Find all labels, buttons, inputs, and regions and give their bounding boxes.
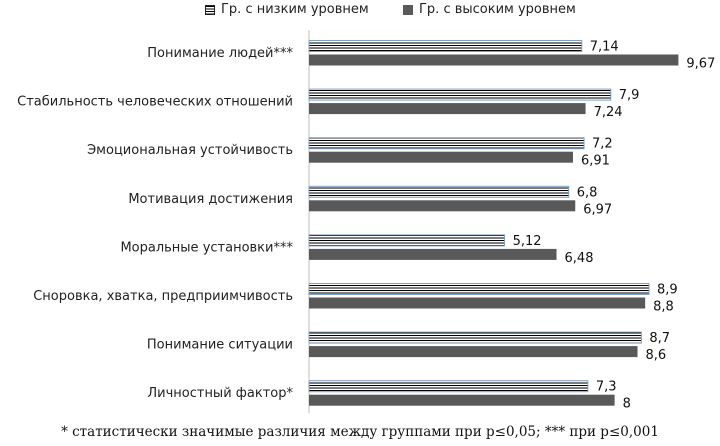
legend-item-low: Гр. с низким уровнем [205, 2, 369, 17]
data-label-low: 5,12 [513, 234, 542, 249]
bar-high [309, 297, 646, 309]
bar-low [308, 40, 583, 52]
bar-chart: Понимание людей*** 7,14 9,67 Стабильность ч… [17, 30, 715, 414]
data-label-low: 7,3 [596, 380, 617, 395]
bar-high [309, 394, 615, 406]
category-label: Эмоциональная устойчивость [87, 143, 293, 158]
legend-item-high: Гр. с высоким уровнем [403, 2, 576, 17]
data-label-low: 6,8 [577, 185, 598, 200]
data-label-low: 8,7 [649, 331, 670, 346]
data-label-high: 9,67 [686, 57, 715, 72]
bar-low [308, 88, 612, 101]
bar-low [308, 137, 585, 150]
legend-swatch-low [205, 4, 215, 15]
category-label: Личностный фактор* [147, 386, 293, 401]
data-label-low: 7,2 [592, 137, 613, 152]
category-label: Понимание людей*** [147, 46, 293, 61]
bar-low [308, 331, 642, 344]
data-label-low: 8,9 [657, 283, 678, 298]
bar-low [308, 283, 650, 295]
bar-low [308, 234, 506, 247]
data-label-low: 7,9 [619, 88, 640, 103]
category-label: Понимание ситуации [147, 338, 293, 353]
legend-swatch-high [403, 4, 413, 15]
bar-high [309, 248, 557, 260]
bar-low [308, 380, 589, 393]
data-label-high: 6,97 [583, 202, 612, 217]
data-label-high: 6,48 [565, 251, 594, 266]
bar-high [309, 54, 679, 66]
data-label-high: 8,6 [646, 348, 667, 363]
data-label-high: 7,24 [594, 105, 623, 120]
data-label-high: 8,8 [653, 300, 674, 315]
chart-legend: Гр. с низким уровнем Гр. с высоким уровн… [0, 2, 720, 22]
legend-label-high: Гр. с высоким уровнем [419, 2, 576, 17]
chart-footnote: * статистически значимые различия между … [61, 424, 659, 440]
data-label-low: 7,14 [590, 40, 619, 55]
data-label-high: 8 [623, 397, 631, 412]
bar-high [309, 103, 586, 115]
chart-plot-area: Понимание людей*** 7,14 9,67 Стабильность ч… [17, 30, 715, 414]
bar-low [308, 185, 570, 198]
bar-high [309, 151, 573, 163]
legend-label-low: Гр. с низким уровнем [221, 2, 369, 17]
category-label: Сноровка, хватка, предприимчивость [33, 289, 293, 304]
category-label: Стабильность человеческих отношений [17, 95, 293, 110]
category-label: Моральные установки*** [120, 240, 293, 255]
bar-high [309, 200, 576, 212]
bar-high [309, 346, 638, 358]
category-label: Мотивация достижения [128, 192, 293, 207]
data-label-high: 6,91 [581, 154, 610, 169]
